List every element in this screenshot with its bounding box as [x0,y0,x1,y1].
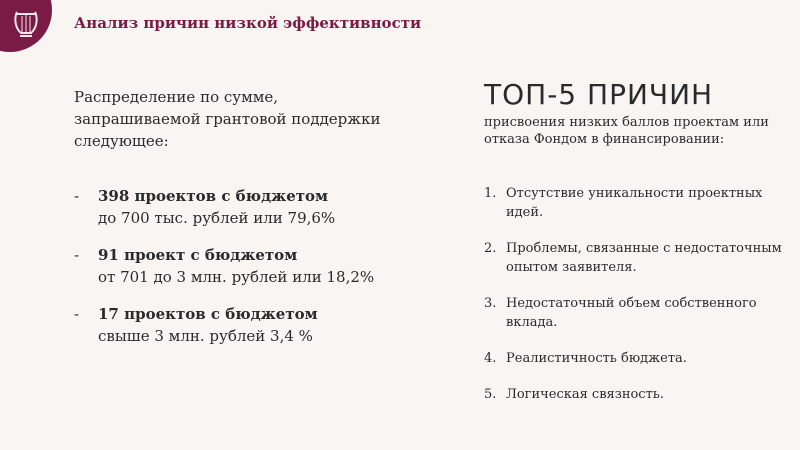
reason-text: Отсутствие уникальности проектных идей. [506,186,763,220]
list-item: - 398 проектов с бюджетом до 700 тыс. ру… [74,185,414,229]
bullet-marker: - [74,246,80,264]
list-item: 5. Логическая связность. [484,385,784,404]
top-reasons-list: 1. Отсутствие уникальности проектных иде… [484,184,784,421]
list-item: - 17 проектов с бюджетом свыше 3 млн. ру… [74,303,414,347]
top-reasons-subheading: присвоения низких баллов проектам или от… [484,115,769,147]
top-reasons-heading: ТОП-5 ПРИЧИН [484,78,714,111]
bullet-sub: до 700 тыс. рублей или 79,6% [98,209,336,227]
reason-text: Реалистичность бюджета. [506,351,687,366]
reason-number: 4. [484,351,497,366]
bullet-marker: - [74,305,80,323]
reason-text: Недостаточный объем собственного вклада. [506,296,757,330]
list-item: 3. Недостаточный объем собственного вкла… [484,294,784,332]
list-item: 1. Отсутствие уникальности проектных иде… [484,184,784,222]
bullet-marker: - [74,187,80,205]
reason-number: 2. [484,241,497,256]
list-item: 2. Проблемы, связанные с недостаточным о… [484,239,784,277]
reason-text: Логическая связность. [506,387,664,402]
list-item: - 91 проект с бюджетом от 701 до 3 млн. … [74,244,414,288]
list-item: 4. Реалистичность бюджета. [484,349,784,368]
bullet-head: 91 проект с бюджетом [98,246,298,264]
bullet-head: 17 проектов с бюджетом [98,305,318,323]
budget-distribution-list: - 398 проектов с бюджетом до 700 тыс. ру… [74,185,414,362]
distribution-intro: Распределение по сумме, запрашиваемой гр… [74,88,381,150]
lyre-logo-icon [14,11,38,37]
bullet-sub: свыше 3 млн. рублей 3,4 % [98,327,313,345]
reason-number: 5. [484,387,497,402]
bullet-head: 398 проектов с бюджетом [98,187,329,205]
page-title: Анализ причин низкой эффективности [74,14,422,32]
reason-text: Проблемы, связанные с недостаточным опыт… [506,241,782,275]
bullet-sub: от 701 до 3 млн. рублей или 18,2% [98,268,375,286]
reason-number: 3. [484,296,497,311]
reason-number: 1. [484,186,497,201]
